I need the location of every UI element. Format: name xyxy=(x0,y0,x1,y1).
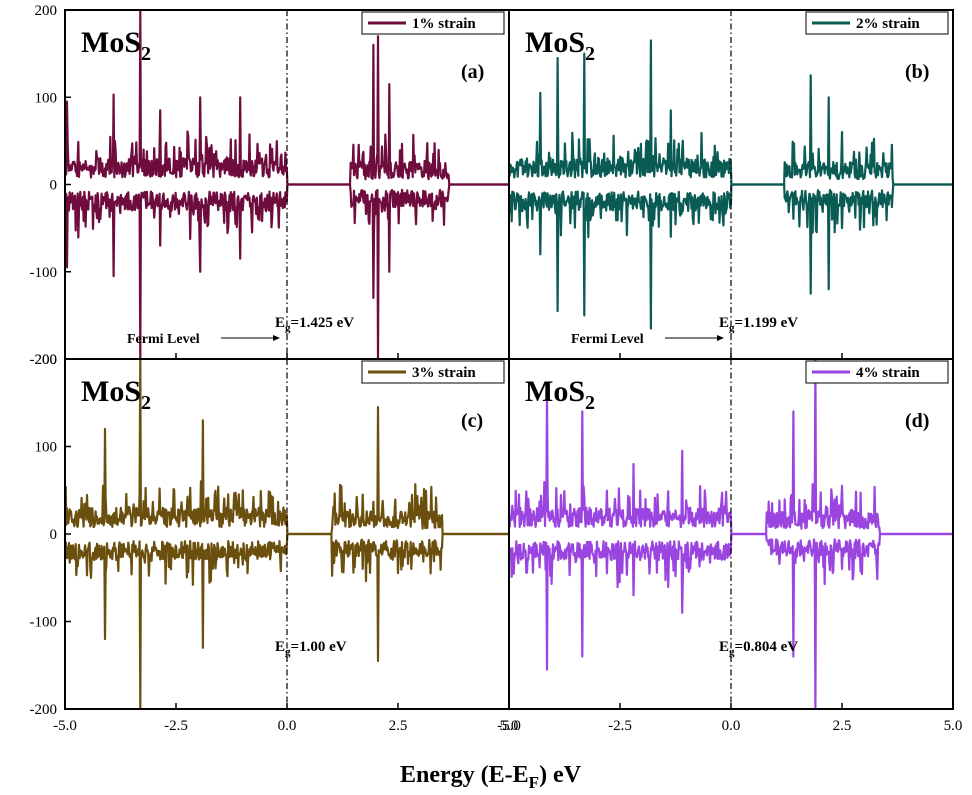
dos-spin-up-line xyxy=(509,359,953,536)
x-tick-label: 2.5 xyxy=(389,718,408,734)
material-sub: 2 xyxy=(141,43,151,65)
x-axis-title-main: Energy (E-E xyxy=(400,762,529,788)
legend-label: 2% strain xyxy=(856,16,920,32)
panel-label: (c) xyxy=(461,410,483,432)
legend-label: 4% strain xyxy=(856,365,920,381)
band-gap-prefix: E xyxy=(275,315,285,331)
y-tick-label: -200 xyxy=(30,352,58,368)
legend-box xyxy=(361,360,505,384)
material-label: MoS2 xyxy=(525,26,595,65)
panel-2: MoS2 2% strain (b) Eg=1.199 eV Fermi Level xyxy=(508,9,954,360)
x-axis-title: Energy (E-EF) eV xyxy=(400,762,582,792)
material-base: MoS xyxy=(525,375,585,408)
y-tick-label: 0 xyxy=(50,527,58,543)
band-gap-sub: g xyxy=(285,322,291,334)
legend-box xyxy=(361,11,505,35)
band-gap-sub: g xyxy=(729,646,735,658)
x-tick-label: -5.0 xyxy=(497,718,521,734)
x-tick-label: 0.0 xyxy=(278,718,297,734)
band-gap-prefix: E xyxy=(719,639,729,655)
y-tick-label: 100 xyxy=(35,440,58,456)
x-tick-label: 2.5 xyxy=(833,718,852,734)
band-gap-label: Eg=1.00 eV xyxy=(275,639,347,658)
x-tick-label: -2.5 xyxy=(164,718,188,734)
y-tick-label: -100 xyxy=(30,265,58,281)
material-label: MoS2 xyxy=(525,375,595,414)
band-gap-label: Eg=0.804 eV xyxy=(719,639,798,658)
panel-1: 200 100 0 -100 -200 MoS2 1% strain (a) Eg=1.425 … xyxy=(30,3,510,368)
x-tick-label: 5.0 xyxy=(944,718,963,734)
x-tick-label: 0.0 xyxy=(722,718,741,734)
material-base: MoS xyxy=(81,375,141,408)
dos-spin-up-line xyxy=(65,359,509,536)
band-gap-label: Eg=1.425 eV xyxy=(275,315,354,334)
panel-label: (b) xyxy=(905,61,929,83)
band-gap-value: =0.804 eV xyxy=(735,639,799,655)
panel-4: -5.0 -2.5 0.0 2.5 5.0 MoS2 4% strain (d) Eg=0.80… xyxy=(497,358,963,734)
fermi-arrow-head xyxy=(273,335,280,341)
legend-label: 1% strain xyxy=(412,16,476,32)
band-gap-value: =1.425 eV xyxy=(291,315,355,331)
material-label: MoS2 xyxy=(81,26,151,65)
panel-label: (a) xyxy=(461,61,484,83)
band-gap-label: Eg=1.199 eV xyxy=(719,315,798,334)
dos-curves xyxy=(65,10,509,359)
band-gap-value: =1.199 eV xyxy=(735,315,799,331)
y-tick-label: 200 xyxy=(35,352,58,368)
fermi-arrow-head xyxy=(717,335,724,341)
y-tick-label: 200 xyxy=(35,3,58,19)
y-tick-label: 0 xyxy=(50,178,58,194)
fermi-level-label: Fermi Level xyxy=(127,332,200,347)
material-label: MoS2 xyxy=(81,375,151,414)
material-base: MoS xyxy=(525,26,585,59)
svg-text:Energy (E-EF) eV: Energy (E-EF) eV xyxy=(400,762,582,792)
material-sub: 2 xyxy=(141,392,151,414)
x-tick-label: -5.0 xyxy=(53,718,77,734)
legend-box xyxy=(805,11,949,35)
y-tick-label: -200 xyxy=(30,702,58,718)
panel-label: (d) xyxy=(905,410,929,432)
legend-box xyxy=(805,360,949,384)
x-axis-title-tail: ) eV xyxy=(539,762,582,788)
x-tick-label: -2.5 xyxy=(608,718,632,734)
material-sub: 2 xyxy=(585,392,595,414)
material-sub: 2 xyxy=(585,43,595,65)
x-axis-title-sub: F xyxy=(529,773,539,792)
dos-spin-down-line xyxy=(509,183,953,330)
material-base: MoS xyxy=(81,26,141,59)
band-gap-sub: g xyxy=(285,646,291,658)
band-gap-sub: g xyxy=(729,322,735,334)
band-gap-value: =1.00 eV xyxy=(291,639,347,655)
fermi-level-label: Fermi Level xyxy=(571,332,644,347)
x-tick-label: 5.0 xyxy=(500,718,519,734)
y-tick-label: -100 xyxy=(30,615,58,631)
legend-label: 3% strain xyxy=(412,365,476,381)
y-tick-label: 100 xyxy=(35,90,58,106)
band-gap-prefix: E xyxy=(275,639,285,655)
band-gap-prefix: E xyxy=(719,315,729,331)
